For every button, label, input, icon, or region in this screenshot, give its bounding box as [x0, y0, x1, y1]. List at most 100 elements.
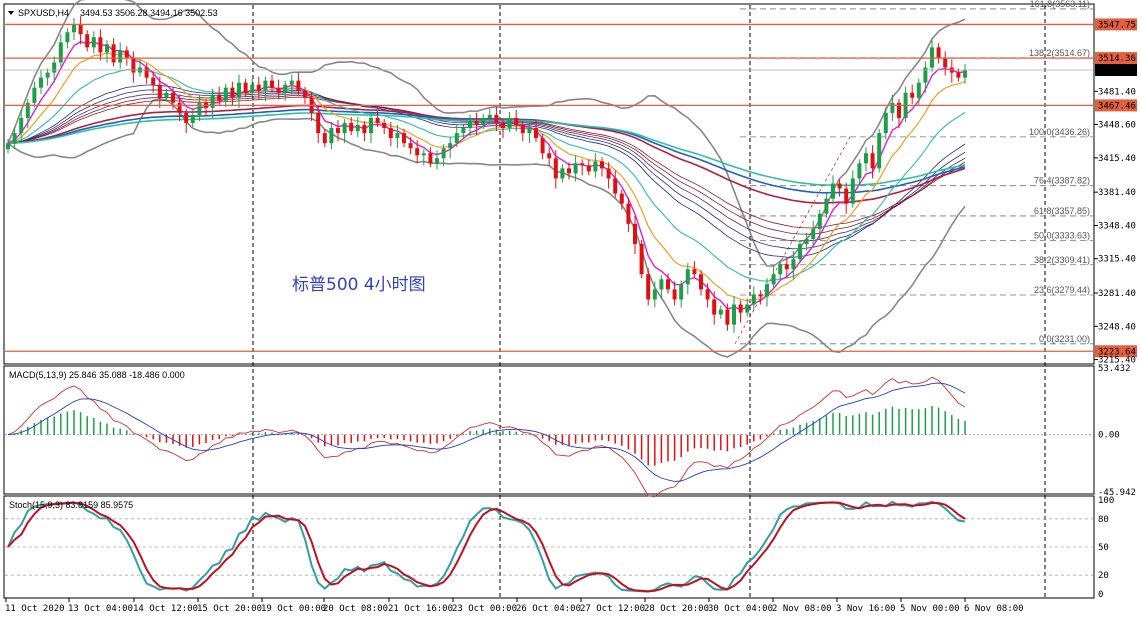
price-tick-label: 3248.40	[1098, 322, 1136, 332]
candle-body	[646, 274, 651, 300]
sr-tag-label: 3467.46	[1098, 101, 1136, 111]
candle	[448, 137, 453, 159]
candle-body	[72, 24, 76, 33]
sr-tag	[1095, 18, 1137, 31]
candle-body	[864, 153, 868, 164]
candle-body	[751, 294, 756, 305]
candle-body	[606, 168, 611, 179]
candle	[831, 175, 835, 205]
fib-level-label: 100.0(3436.26)	[1029, 127, 1090, 137]
macd-signal-line	[7, 382, 966, 482]
candle-body	[217, 94, 222, 101]
price-tick-label: 3481.40	[1098, 87, 1136, 97]
candle	[613, 170, 618, 198]
candle	[177, 94, 182, 121]
candle	[342, 118, 347, 144]
candle-body	[190, 114, 195, 123]
candle	[811, 220, 816, 248]
candle	[157, 76, 162, 108]
macd-label: MACD(5,13,9) 25.846 35.088 -18.486 0.000	[9, 370, 185, 380]
candle	[784, 258, 789, 278]
menu-triangle-icon[interactable]	[8, 11, 14, 15]
candle	[296, 72, 301, 95]
candle-body	[639, 244, 644, 275]
candle-body	[626, 203, 631, 224]
candle-body	[78, 24, 83, 35]
candle-body	[765, 284, 769, 297]
candle-body	[580, 163, 585, 166]
candle	[25, 98, 30, 129]
stoch-panel-frame	[3, 495, 1095, 599]
candle-body	[349, 122, 354, 132]
candle-body	[58, 42, 63, 63]
candle	[910, 84, 915, 104]
candle-body	[507, 117, 512, 129]
price-tick-label: 3348.40	[1098, 221, 1136, 231]
candle	[210, 88, 215, 118]
candle	[685, 263, 690, 295]
candle-body	[124, 50, 129, 58]
time-tick-label: 3 Nov 16:00	[836, 604, 896, 614]
candle-body	[210, 94, 215, 108]
price-tick-label: 3281.40	[1098, 289, 1136, 299]
candle-body	[223, 87, 228, 101]
candle	[514, 109, 519, 132]
candle-body	[283, 84, 288, 93]
candle-body	[685, 269, 690, 285]
sr-tag	[1095, 52, 1137, 65]
candle	[91, 31, 96, 54]
time-tick-label: 28 Oct 20:00	[644, 604, 709, 614]
candle	[124, 46, 129, 66]
candle	[190, 108, 195, 128]
candle-body	[883, 112, 888, 134]
candle	[468, 114, 472, 137]
candle-body	[85, 34, 90, 48]
ema-5	[7, 40, 966, 310]
candle-body	[501, 122, 505, 129]
candle	[646, 268, 651, 306]
candle	[481, 113, 486, 130]
candle-body	[6, 143, 10, 150]
candle	[421, 149, 426, 166]
candle-body	[732, 304, 736, 325]
candle	[78, 16, 83, 45]
candle	[474, 112, 479, 136]
candle	[725, 303, 730, 331]
candle	[289, 74, 294, 95]
candle	[375, 109, 380, 128]
candle	[131, 51, 136, 83]
candle	[408, 137, 413, 155]
candle-body	[897, 102, 901, 118]
candle	[593, 153, 598, 178]
candle-body	[850, 178, 855, 204]
candle	[415, 140, 420, 164]
macd-axis-label: 0.00	[1098, 431, 1120, 441]
candle-body	[322, 133, 327, 144]
candle	[626, 197, 631, 232]
sr-tag	[1095, 345, 1137, 358]
candle	[487, 108, 492, 124]
time-tick-label: 2 Nov 08:00	[772, 604, 832, 614]
time-tick-label: 30 Oct 04:00	[708, 604, 773, 614]
candle	[672, 281, 677, 306]
candle	[12, 127, 17, 150]
candle-body	[468, 120, 472, 129]
candle	[507, 111, 512, 133]
stoch-axis-label: 100	[1098, 496, 1114, 506]
candle-body	[547, 153, 552, 159]
candle	[798, 239, 802, 264]
sr-tag-label: 3547.75	[1098, 20, 1136, 30]
candle-body	[441, 148, 446, 159]
candle-body	[923, 67, 928, 83]
candle-body	[263, 80, 268, 91]
candle	[897, 98, 901, 129]
candle-body	[237, 82, 241, 98]
candle	[329, 121, 334, 150]
candle-body	[567, 168, 571, 174]
ema-10	[7, 52, 966, 302]
candle	[956, 68, 961, 82]
fib-level-label: 138.2(3514.67)	[1029, 48, 1090, 58]
time-tick-label: 21 Oct 16:00	[388, 604, 453, 614]
candle-body	[355, 125, 360, 132]
